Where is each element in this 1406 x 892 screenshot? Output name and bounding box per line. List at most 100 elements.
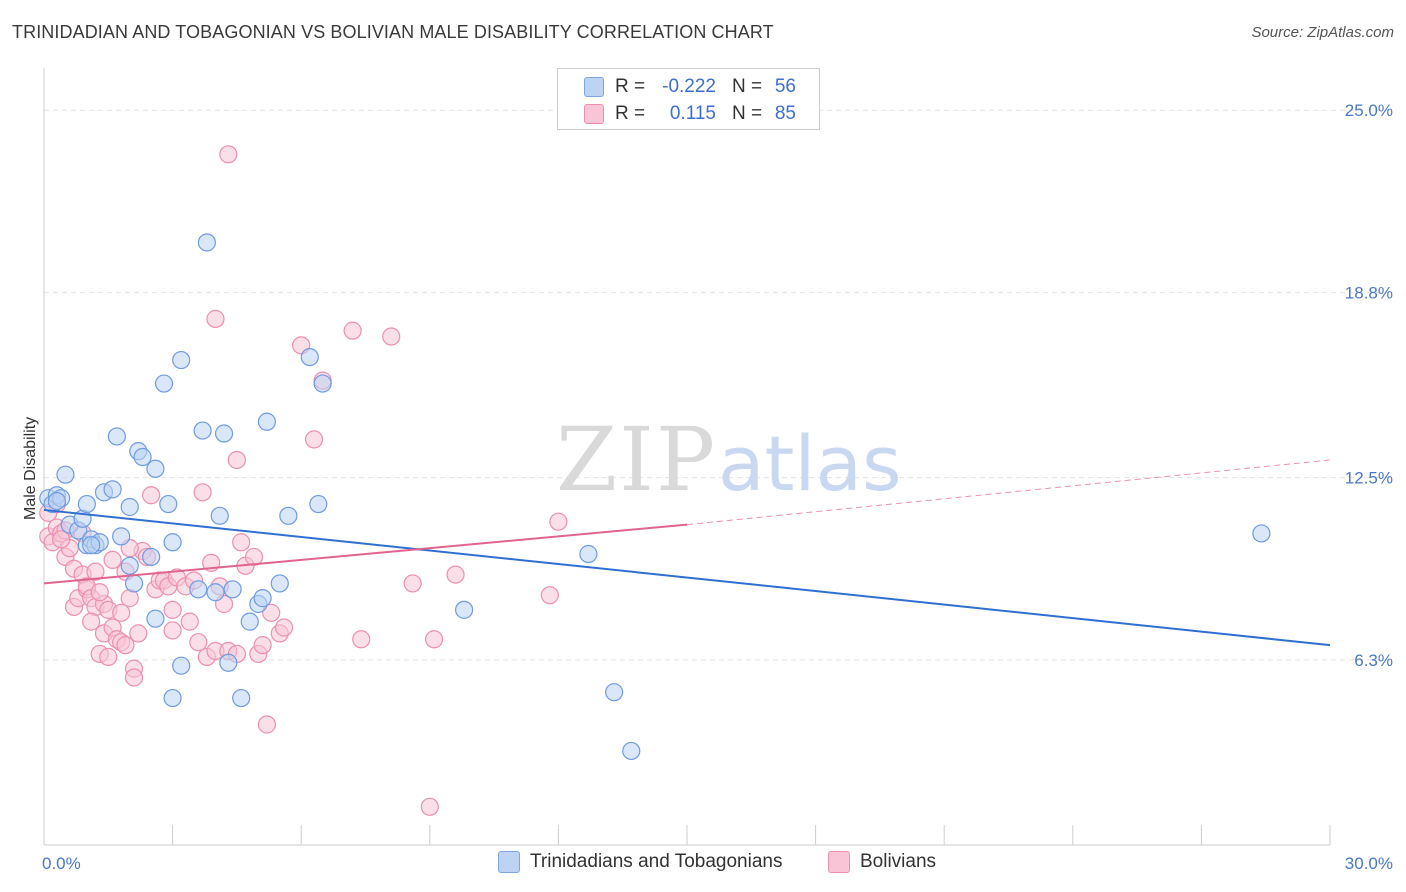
correlation-legend: R = -0.222 N = 56 R = 0.115 N = 85 <box>557 68 820 130</box>
bolivians-point-77 <box>549 512 568 531</box>
bolivians-point-43 <box>163 600 182 619</box>
bolivians-point-28 <box>112 603 131 622</box>
trinidadians-point-55 <box>82 536 101 555</box>
trinidadians-point-17 <box>120 497 139 517</box>
trinidadians-point-51 <box>605 683 624 702</box>
trinidadians-point-48 <box>313 374 332 393</box>
bolivians-point-22 <box>99 647 118 666</box>
legend-n-label-2: N = <box>732 103 763 124</box>
trinidadians-point-14 <box>103 480 122 499</box>
series-legend-swatch-blue <box>498 851 520 873</box>
legend-r-value-2: 0.115 <box>669 103 716 124</box>
series-bolivians-points <box>39 145 568 816</box>
trinidadians-point-52 <box>622 741 641 761</box>
bolivians-point-72 <box>403 574 422 593</box>
bolivians-point-69 <box>343 321 362 340</box>
bolivians-point-54 <box>219 145 238 164</box>
bolivians-point-73 <box>420 797 439 816</box>
trinidadians-point-39 <box>232 688 251 708</box>
bolivians-point-29 <box>116 636 135 655</box>
bolivians-point-60 <box>244 547 264 567</box>
x-tick-label-1: 30.0% <box>1345 854 1393 873</box>
legend-n-value-2: 85 <box>774 103 796 124</box>
trinidadians-point-19 <box>124 574 144 593</box>
trinidadians-point-34 <box>206 583 225 602</box>
bolivians-point-37 <box>142 486 161 505</box>
bolivians-point-42 <box>163 621 182 640</box>
tick-labels: 6.3% 12.5% 18.8% 25.0% 0.0% 30.0% <box>42 101 1393 873</box>
trinidadians-point-28 <box>163 688 182 708</box>
series-legend-swatch-pink <box>828 851 850 873</box>
trinidadians-point-35 <box>210 506 229 525</box>
trinidadians-point-49 <box>454 600 474 619</box>
trinidadians-point-31 <box>189 580 208 599</box>
trinidadians-point-38 <box>223 580 242 599</box>
legend-n-value-1: 56 <box>774 76 796 97</box>
series-legend-label-bolivians: Bolivians <box>860 851 937 872</box>
bolivians-point-78 <box>82 612 101 631</box>
series-trinidadians-points <box>39 233 1271 761</box>
trinidadians-point-27 <box>163 533 182 552</box>
trinidadians-point-42 <box>253 589 272 608</box>
bolivians-point-57 <box>227 450 246 470</box>
bolivians-point-46 <box>180 612 199 631</box>
trinidadians-point-30 <box>172 350 191 370</box>
trend-line-trinidadians <box>43 508 1331 647</box>
bolivians-point-33 <box>124 668 144 687</box>
series-legend-item-bolivians[interactable]: Bolivians <box>828 851 936 873</box>
trinidadians-point-47 <box>309 494 328 514</box>
watermark-atlas: atlas <box>718 419 902 508</box>
legend-swatch-pink <box>584 104 604 124</box>
trinidadians-point-45 <box>279 506 298 525</box>
x-tick-label-0: 0.0% <box>42 854 81 873</box>
legend-swatch-blue <box>584 77 604 97</box>
bolivians-point-24 <box>103 550 122 570</box>
bolivians-point-71 <box>382 327 401 346</box>
bolivians-point-70 <box>352 630 371 649</box>
bolivians-point-84 <box>90 583 109 602</box>
bolivians-point-17 <box>86 562 105 581</box>
series-legend-label-trinidadians: Trinidadians and Tobagonians <box>530 851 783 872</box>
grid-lines <box>44 109 1392 661</box>
trend-line-bolivians-extension <box>686 459 1331 526</box>
bolivians-point-62 <box>257 715 277 734</box>
bolivians-point-63 <box>262 603 281 622</box>
source-label: Source: ZipAtlas.com <box>1251 24 1394 41</box>
trinidadians-point-40 <box>240 612 259 631</box>
bolivians-point-74 <box>424 630 444 649</box>
chart-title: TRINIDADIAN AND TOBAGONIAN VS BOLIVIAN M… <box>12 22 774 42</box>
trinidadians-point-46 <box>300 347 319 367</box>
trinidadians-point-54 <box>47 492 66 511</box>
watermark: ZIP atlas <box>556 408 902 511</box>
trinidadians-point-24 <box>146 609 165 628</box>
series-legend-item-trinidadians[interactable]: Trinidadians and Tobagonians <box>498 851 782 873</box>
y-tick-label-1: 12.5% <box>1345 469 1393 488</box>
watermark-zip: ZIP <box>556 408 717 511</box>
legend-r-label-2: R = <box>615 103 646 124</box>
trinidadians-point-21 <box>133 447 152 467</box>
y-tick-label-3: 25.0% <box>1345 101 1393 120</box>
y-axis-label: Male Disability <box>22 417 39 520</box>
y-tick-label-0: 6.3% <box>1354 651 1393 670</box>
trend-lines <box>43 459 1331 647</box>
bolivians-point-52 <box>206 309 225 328</box>
trinidadians-point-50 <box>579 544 598 564</box>
legend-r-label-1: R = <box>615 76 646 97</box>
trinidadians-point-37 <box>219 653 238 672</box>
trinidadians-point-29 <box>172 656 191 675</box>
axes <box>43 68 1331 846</box>
trinidadians-point-25 <box>154 374 174 393</box>
bolivians-point-58 <box>232 533 251 552</box>
bolivians-point-82 <box>253 636 272 655</box>
legend-r-value-1: -0.222 <box>662 76 716 97</box>
trinidadians-point-18 <box>120 556 139 575</box>
trinidadians-point-26 <box>159 494 178 514</box>
trinidadians-point-36 <box>214 424 234 443</box>
trinidadians-point-43 <box>257 412 277 431</box>
trinidadians-point-33 <box>197 233 216 252</box>
bolivians-point-76 <box>540 586 559 605</box>
y-tick-label-2: 18.8% <box>1345 283 1393 302</box>
trend-line-bolivians <box>43 523 688 585</box>
bolivians-point-75 <box>446 565 465 584</box>
